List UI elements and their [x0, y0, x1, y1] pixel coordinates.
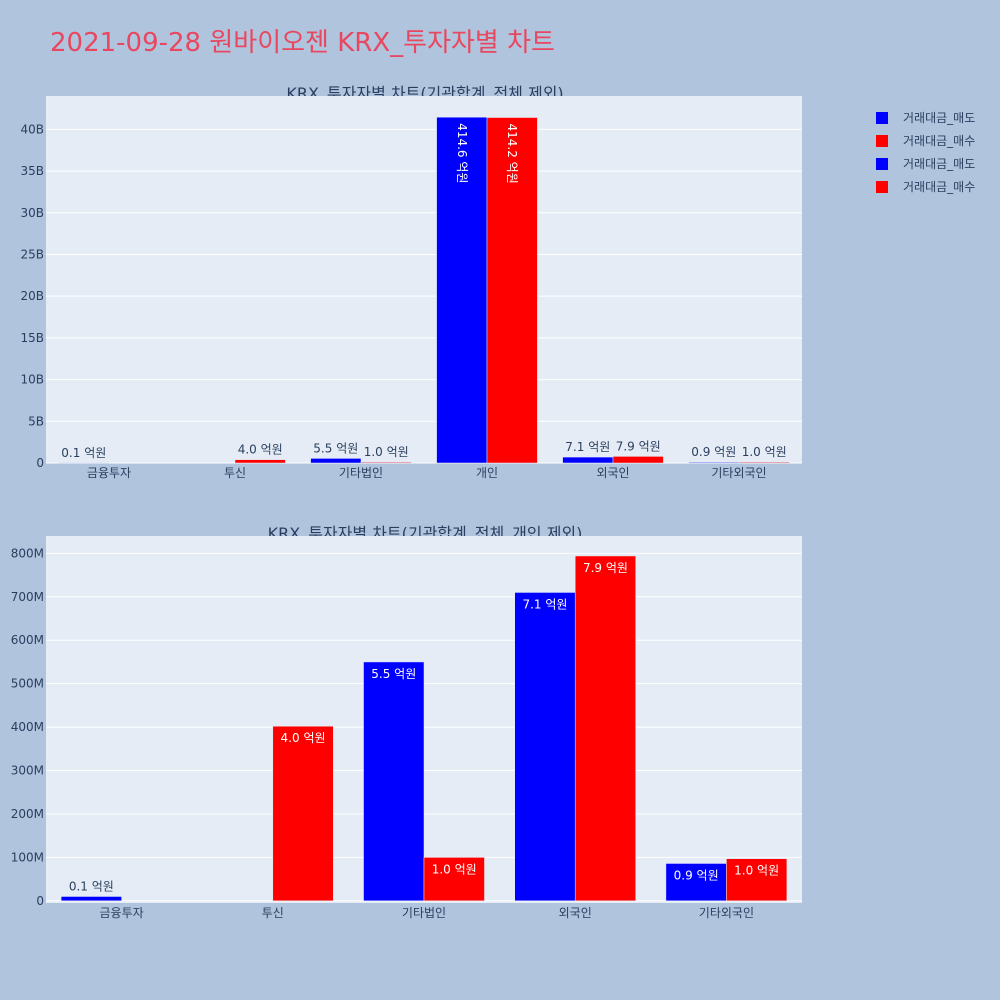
x-tick-label: 외국인 [559, 906, 592, 920]
y-tick-label: 25B [20, 247, 44, 261]
data-label: 414.6 억원 [455, 123, 469, 183]
x-tick-label: 기타법인 [339, 466, 383, 480]
bar [562, 456, 614, 464]
bar [688, 461, 740, 464]
bar [423, 857, 485, 902]
y-tick-label: 800M [11, 546, 44, 560]
bar [738, 461, 790, 464]
y-tick-label: 500M [11, 677, 44, 691]
y-tick-label: 200M [11, 807, 44, 821]
data-label: 5.5 억원 [371, 667, 416, 681]
y-tick-label: 35B [20, 164, 44, 178]
page-title: 2021-09-28 원바이오젠 KRX_투자자별 차트 [50, 28, 555, 58]
data-label: 4.0 억원 [238, 443, 283, 457]
legend-item[interactable]: 거래대금_매도 [876, 106, 975, 129]
bar [272, 725, 334, 902]
y-tick-label: 40B [20, 122, 44, 136]
legend-swatch [876, 157, 888, 170]
chart-2: 0 100M 200M 300M 400M 500M 600M 700M 800M 금융투자 0.1… [11, 536, 802, 920]
legend-item[interactable]: 거래대금_매수 [876, 175, 975, 198]
plot-background [46, 96, 802, 463]
legend[interactable]: 거래대금_매도 거래대금_매수 거래대금_매도 거래대금_매수 [876, 106, 975, 198]
y-tick-label: 30B [20, 206, 44, 220]
y-tick-label: 10B [20, 373, 44, 387]
legend-swatch [876, 134, 888, 147]
bar [665, 863, 727, 902]
data-label: 1.0 억원 [364, 445, 409, 459]
bar [363, 661, 425, 902]
bar [486, 117, 538, 464]
y-tick-label: 300M [11, 764, 44, 778]
legend-item[interactable]: 거래대금_매도 [876, 152, 975, 175]
data-label: 0.1 억원 [61, 446, 106, 460]
x-tick-label: 기타외국인 [711, 466, 766, 480]
x-tick-label: 외국인 [596, 466, 629, 480]
data-label: 7.1 억원 [522, 597, 567, 611]
data-label: 5.5 억원 [313, 441, 358, 455]
x-tick-label: 투신 [224, 466, 246, 480]
data-label: 1.0 억원 [734, 864, 779, 878]
x-tick-label: 금융투자 [87, 466, 131, 480]
legend-label: 거래대금_매수 [903, 134, 976, 148]
bar [310, 458, 362, 464]
legend-label: 거래대금_매도 [903, 111, 976, 125]
data-label: 414.2 억원 [505, 124, 519, 184]
bar [360, 461, 412, 464]
legend-label: 거래대금_매도 [903, 157, 976, 171]
x-tick-label: 기타법인 [402, 906, 446, 920]
y-tick-label: 600M [11, 633, 44, 647]
data-label: 1.0 억원 [742, 445, 787, 459]
x-tick-label: 금융투자 [100, 906, 144, 920]
bar [234, 459, 286, 464]
legend-item[interactable]: 거래대금_매수 [876, 129, 975, 152]
legend-label: 거래대금_매수 [903, 180, 976, 194]
bar [514, 592, 576, 902]
data-label: 0.9 억원 [691, 445, 736, 459]
x-tick-label: 기타외국인 [699, 906, 754, 920]
bar [726, 858, 788, 902]
data-label: 7.9 억원 [616, 439, 661, 453]
y-tick-label: 0 [36, 456, 44, 470]
legend-swatch [876, 180, 888, 193]
y-tick-label: 100M [11, 850, 44, 864]
data-label: 0.1 억원 [69, 879, 114, 893]
bar [574, 555, 636, 902]
y-tick-label: 700M [11, 590, 44, 604]
bar [60, 896, 122, 902]
data-label: 7.9 억원 [583, 561, 628, 575]
bar [612, 456, 664, 464]
x-tick-label: 개인 [476, 466, 498, 480]
y-tick-label: 15B [20, 331, 44, 345]
data-label: 7.1 억원 [565, 440, 610, 454]
bar [436, 116, 488, 464]
y-tick-label: 5B [28, 414, 44, 428]
y-tick-label: 400M [11, 720, 44, 734]
x-tick-label: 투신 [262, 906, 284, 920]
data-label: 0.9 억원 [674, 868, 719, 882]
data-label: 4.0 억원 [281, 731, 326, 745]
legend-swatch [876, 111, 888, 124]
data-label: 1.0 억원 [432, 862, 477, 876]
y-tick-label: 20B [20, 289, 44, 303]
y-tick-label: 0 [36, 894, 44, 908]
